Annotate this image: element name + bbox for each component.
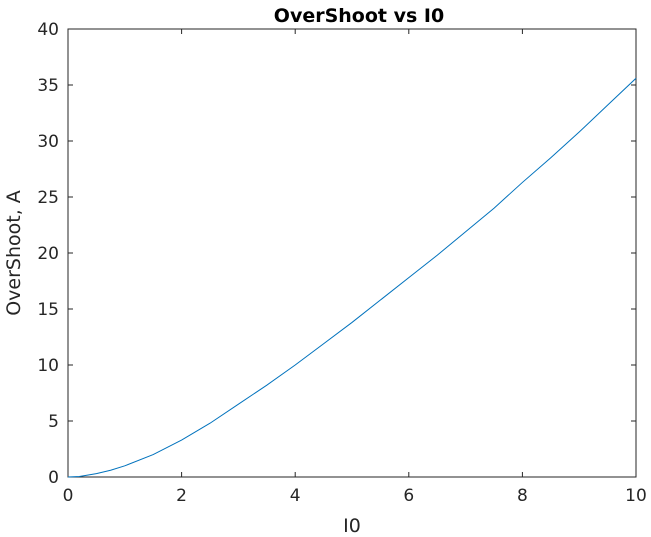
x-tick-label: 2 [176, 486, 187, 506]
y-tick-label: 25 [37, 188, 59, 208]
series-group [67, 77, 637, 478]
plot-area [67, 28, 637, 478]
x-axis: 0 2 4 6 8 10 [63, 29, 647, 506]
x-tick-label: 0 [63, 486, 74, 506]
y-tick-label: 20 [37, 244, 59, 264]
series-line-0 [67, 77, 637, 478]
y-tick-label: 15 [37, 300, 59, 320]
y-tick-label: 35 [37, 76, 59, 96]
chart-title: OverShoot vs I0 [274, 5, 444, 27]
x-tick-label: 8 [517, 486, 528, 506]
y-tick-label: 40 [37, 20, 59, 40]
y-tick-label: 0 [48, 468, 59, 488]
y-axis-label: OverShoot, A [3, 190, 25, 316]
x-tick-label: 4 [290, 486, 301, 506]
y-tick-label: 10 [37, 356, 59, 376]
y-tick-label: 5 [48, 412, 59, 432]
y-tick-label: 30 [37, 132, 59, 152]
y-axis: 0 5 10 15 20 25 30 35 40 [37, 20, 636, 488]
x-axis-label: I0 [343, 515, 361, 537]
x-tick-label: 6 [403, 486, 414, 506]
x-tick-label: 10 [625, 486, 647, 506]
